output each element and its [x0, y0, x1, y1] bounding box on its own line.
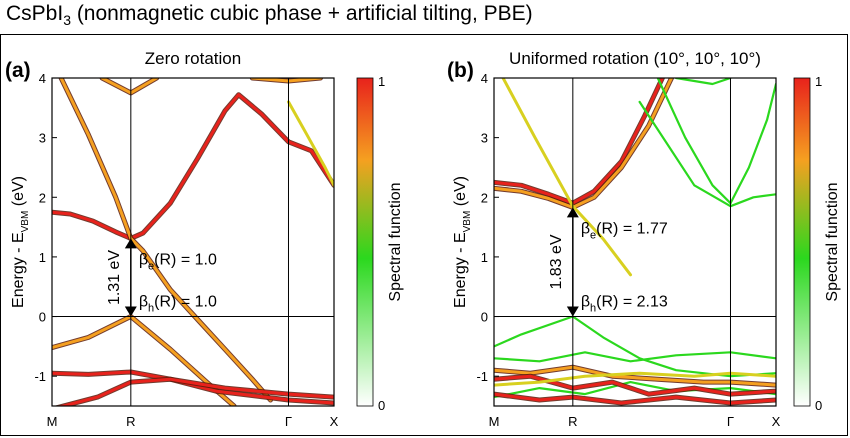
- band-line: [52, 93, 334, 240]
- band-line: [656, 78, 732, 205]
- y-axis-label: Energy - EVBM (eV): [452, 176, 473, 308]
- panel-title: Uniformed rotation (10°, 10°, 10°): [509, 49, 761, 68]
- panel-label: (a): [5, 59, 31, 82]
- colorbar-label: Spectral function: [824, 182, 841, 301]
- gap-arrow-down: [566, 306, 579, 317]
- y-tick-label: 2: [481, 190, 488, 205]
- title-main: CsPbI: [6, 2, 64, 25]
- band-line: [729, 82, 776, 205]
- x-tick-label: M: [47, 414, 58, 429]
- band-line: [494, 365, 776, 387]
- colorbar: [356, 77, 374, 407]
- y-tick-label: 3: [39, 131, 46, 146]
- colorbar-max-label: 1: [815, 74, 822, 89]
- beta-h-label: βh(R) = 1.0: [139, 294, 217, 315]
- beta-h-label: βh(R) = 2.13: [581, 294, 668, 315]
- y-tick-label: 1: [481, 250, 488, 265]
- plot-area: [52, 78, 334, 406]
- band-line: [494, 374, 776, 396]
- x-tick-label: M: [489, 414, 500, 429]
- gap-arrow-down: [124, 306, 137, 317]
- y-tick-label: 0: [39, 310, 46, 325]
- beta-e-label: βe(R) = 1.77: [581, 220, 668, 241]
- beta-e-label: βe(R) = 1.0: [139, 251, 217, 272]
- title-subscript: 3: [63, 12, 71, 29]
- colorbar-max-label: 1: [378, 74, 385, 89]
- panel-a: (a) Zero rotation M R Γ X -1 0 1 2 3 4 Energy - EVBM…: [5, 49, 404, 429]
- plot-frame: [493, 77, 777, 407]
- x-tick-label: X: [772, 414, 781, 429]
- y-tick-label: -1: [34, 369, 46, 384]
- bands: [494, 78, 776, 406]
- colorbar-min-label: 0: [378, 398, 385, 413]
- figure-title: CsPbI3 (nonmagnetic cubic phase + artifi…: [6, 2, 533, 28]
- band-line: [59, 78, 272, 402]
- band-line: [287, 100, 334, 187]
- gap-label: 1.31 eV: [106, 250, 123, 305]
- band-line: [638, 100, 776, 208]
- y-tick-label: 3: [481, 131, 488, 146]
- band-line: [494, 78, 673, 209]
- gap-arrow-up: [566, 207, 579, 218]
- x-tick-label: R: [568, 414, 577, 429]
- panel-b: (b) Uniformed rotation (10°, 10°, 10°) M R Γ…: [447, 49, 841, 429]
- x-tick-label: Γ: [285, 414, 292, 429]
- y-tick-label: 2: [39, 190, 46, 205]
- y-tick-label: 1: [39, 250, 46, 265]
- x-tick-label: Γ: [727, 414, 734, 429]
- figure-frame: [0, 34, 848, 436]
- colorbar-min-label: 0: [815, 398, 822, 413]
- x-tick-label: R: [126, 414, 135, 429]
- band-line: [494, 78, 664, 205]
- title-rest: (nonmagnetic cubic phase + artificial ti…: [70, 2, 533, 25]
- plot-frame: [51, 77, 335, 407]
- y-tick-label: 4: [39, 71, 46, 86]
- y-tick-label: -1: [476, 369, 488, 384]
- band-line: [674, 78, 732, 86]
- gap-arrow-up: [124, 238, 137, 249]
- colorbar-label: Spectral function: [387, 182, 404, 301]
- panel-label: (b): [447, 59, 474, 82]
- x-tick-label: X: [330, 414, 339, 429]
- y-axis-label: Energy - EVBM (eV): [10, 176, 31, 308]
- panel-title: Zero rotation: [145, 49, 241, 68]
- y-tick-label: 4: [481, 71, 488, 86]
- colorbar: [793, 77, 811, 407]
- gap-label: 1.83 eV: [548, 234, 565, 289]
- y-tick-label: 0: [481, 310, 488, 325]
